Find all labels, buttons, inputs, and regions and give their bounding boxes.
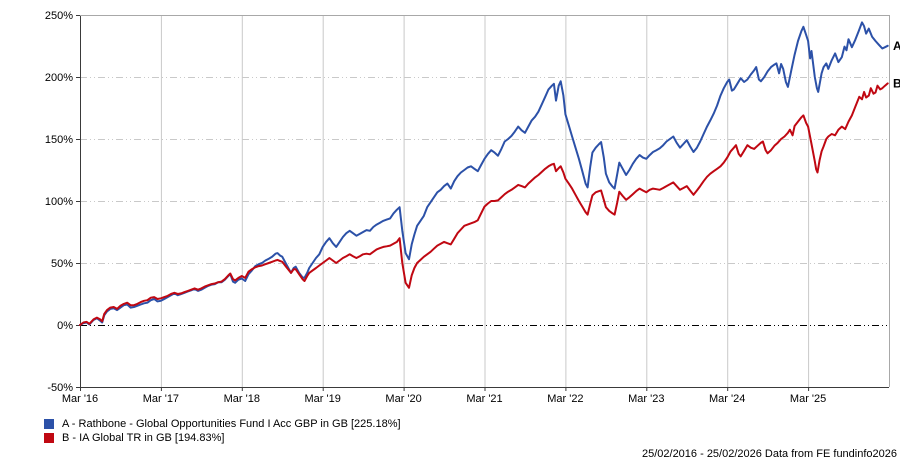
x-tick-label: Mar '16: [62, 393, 98, 405]
x-tick-label: Mar '25: [790, 393, 826, 405]
series-line-b: [79, 82, 889, 326]
y-tick-label: 250%: [45, 10, 73, 22]
x-tick-label: Mar '20: [385, 393, 421, 405]
x-tick-label: Mar '19: [305, 393, 341, 405]
y-tick-label: 0%: [57, 320, 73, 332]
legend-swatch-b: [44, 433, 54, 443]
series-end-label-b: B: [893, 76, 900, 90]
chart-legend: A - Rathbone - Global Opportunities Fund…: [44, 417, 401, 445]
x-tick-label: Mar '24: [709, 393, 745, 405]
legend-item-b: B - IA Global TR in GB [194.83%]: [44, 431, 401, 445]
series-end-label-a: A: [893, 39, 900, 53]
y-tick-label: 150%: [45, 134, 73, 146]
legend-label-a: A - Rathbone - Global Opportunities Fund…: [62, 418, 401, 430]
legend-swatch-a: [44, 419, 54, 429]
x-tick-label: Mar '17: [143, 393, 179, 405]
performance-chart: 250% 200% 150% 100% 50% 0% -50% Mar '16 Mar '17 M…: [45, 10, 900, 405]
y-tick-label: 200%: [45, 72, 73, 84]
legend-label-b: B - IA Global TR in GB [194.83%]: [62, 432, 225, 444]
y-tick-label: 100%: [45, 196, 73, 208]
legend-item-a: A - Rathbone - Global Opportunities Fund…: [44, 417, 401, 431]
date-range-attribution: 25/02/2016 - 25/02/2026 Data from FE fun…: [641, 448, 897, 460]
chart-canvas: 250% 200% 150% 100% 50% 0% -50%Mar '16 Mar '17 M…: [45, 10, 900, 405]
x-tick-label: Mar '22: [547, 393, 583, 405]
series-line-a: [79, 21, 889, 326]
x-tick-label: Mar '23: [628, 393, 664, 405]
y-tick-label: 50%: [51, 258, 73, 270]
y-tick-label: -50%: [47, 382, 73, 394]
x-tick-label: Mar '18: [224, 393, 260, 405]
x-tick-label: Mar '21: [466, 393, 502, 405]
